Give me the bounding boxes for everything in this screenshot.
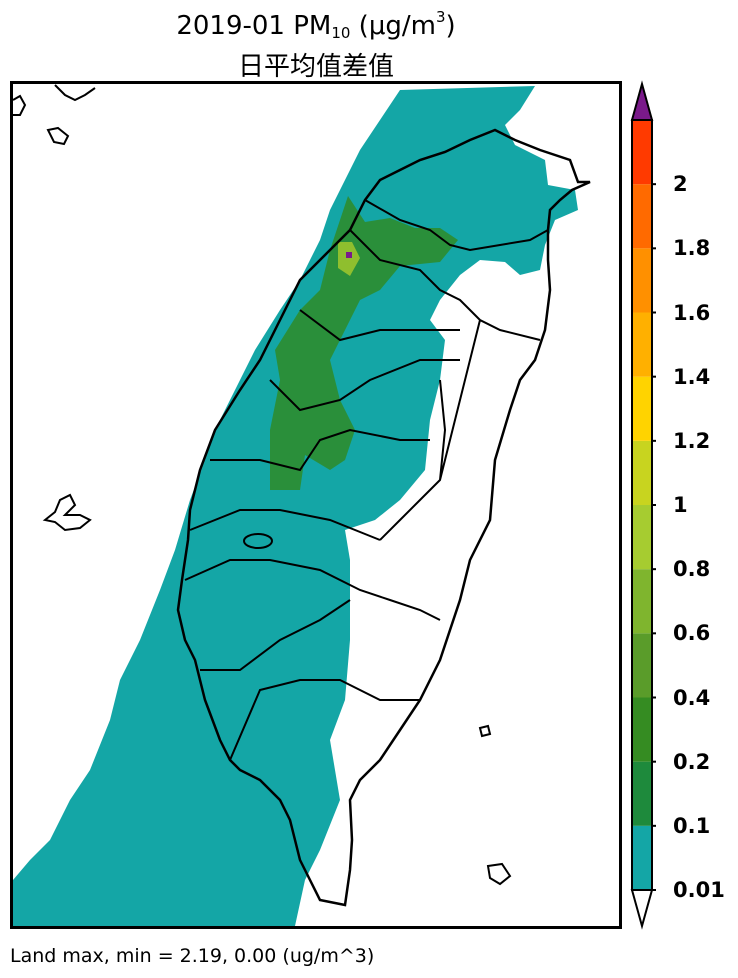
colorbar — [630, 80, 656, 930]
penghu-islands — [42, 493, 92, 532]
kinmen-island — [46, 126, 70, 146]
lake-outline — [243, 533, 273, 549]
colorbar-segment — [632, 248, 652, 313]
colorbar-tick-label: 1 — [673, 493, 688, 517]
map-subtitle: 日平均值差值 — [237, 52, 394, 82]
max-value-marker — [346, 252, 352, 258]
title-subscript: 10 — [331, 24, 351, 42]
colorbar-segment — [632, 312, 652, 377]
matsu-island — [13, 84, 96, 116]
colorbar-tick-label: 0.2 — [673, 749, 711, 774]
colorbar-segment — [632, 120, 652, 185]
colorbar-tick-label: 1.8 — [673, 236, 711, 261]
green-island — [478, 724, 492, 738]
colorbar-tick-label: 0.4 — [673, 685, 711, 710]
colorbar-under-triangle — [630, 889, 654, 930]
colorbar-segment — [632, 505, 652, 570]
colorbar-segment — [632, 440, 652, 505]
colorbar-tick-label: 1.2 — [673, 428, 711, 453]
colorbar-tick-label: 2 — [673, 172, 688, 197]
colorbar-tick-label: 1.4 — [673, 364, 711, 389]
colorbar-segment — [632, 633, 652, 698]
orchid-island — [486, 862, 512, 886]
footer-note: Land max, min = 2.19, 0.00 (ug/m^3) — [10, 945, 375, 967]
colorbar-tick-label: 0.01 — [673, 878, 725, 902]
colorbar-segment — [632, 761, 652, 826]
concentration-field-high — [338, 242, 360, 276]
colorbar-frame — [631, 119, 653, 891]
map-panel — [10, 81, 622, 929]
concentration-field-mid — [270, 196, 458, 490]
colorbar-tick-label: 1.6 — [673, 300, 711, 325]
title-close: ) — [445, 11, 456, 41]
title-superscript: 3 — [435, 8, 446, 26]
title-pm: 2019-01 PM — [176, 11, 332, 41]
colorbar-tick-label: 0.6 — [673, 621, 711, 646]
taiwan-coastline — [176, 128, 591, 907]
colorbar-segment — [632, 376, 652, 441]
colorbar-segment — [632, 569, 652, 634]
map-title: 2019-01 PM10 (μg/m3) — [10, 8, 622, 42]
concentration-field-low — [13, 86, 578, 926]
county-boundaries — [184, 199, 549, 761]
colorbar-tick-label: 0.1 — [673, 813, 711, 838]
title-unit: (μg/m — [350, 11, 436, 41]
colorbar-over-triangle — [630, 80, 654, 121]
colorbar-segment — [632, 184, 652, 249]
colorbar-tick-label: 0.8 — [673, 557, 711, 582]
colorbar-segment — [632, 697, 652, 762]
colorbar-segment — [632, 825, 652, 890]
map-canvas — [13, 84, 591, 926]
